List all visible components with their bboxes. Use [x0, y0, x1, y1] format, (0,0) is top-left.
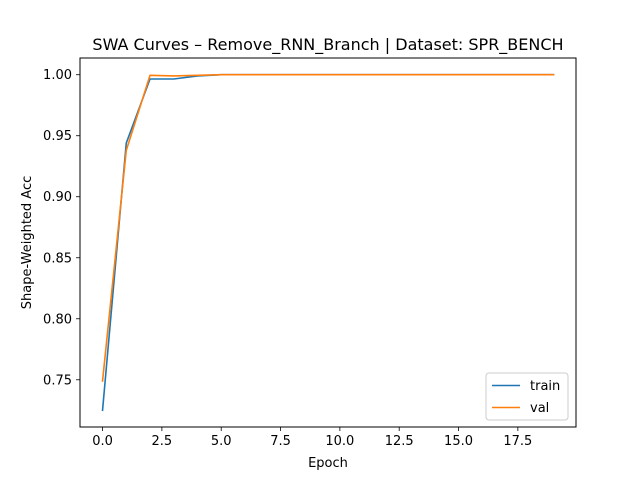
x-tick-label: 17.5: [503, 434, 532, 449]
y-tick-label: 0.75: [43, 373, 72, 388]
x-axis: 0.0 2.5 5.0 7.5 10.0 12.5 15.0 17.5: [92, 427, 532, 449]
y-axis: 0.75 0.80 0.85 0.90 0.95 1.00: [43, 68, 80, 388]
x-tick-label: 2.5: [152, 434, 173, 449]
y-tick-label: 0.85: [43, 251, 72, 266]
legend-label-train: train: [530, 379, 560, 394]
y-tick-label: 1.00: [43, 68, 72, 83]
plot-frame: [79, 57, 577, 428]
legend: train val: [485, 372, 569, 421]
x-tick-label: 10.0: [325, 434, 354, 449]
x-tick-label: 12.5: [385, 434, 414, 449]
series-line-val: [101, 73, 555, 382]
y-axis-label: Shape-Weighted Acc: [20, 176, 35, 310]
y-tick-label: 0.90: [43, 190, 72, 205]
y-tick-label: 0.95: [43, 129, 72, 144]
x-tick-label: 7.5: [270, 434, 291, 449]
x-tick-label: 0.0: [92, 434, 113, 449]
x-axis-label: Epoch: [308, 456, 348, 471]
legend-label-val: val: [530, 401, 549, 416]
x-tick-label: 15.0: [444, 434, 473, 449]
x-tick-label: 5.0: [211, 434, 232, 449]
plot-lines: [101, 73, 555, 412]
chart-title: SWA Curves – Remove_RNN_Branch | Dataset…: [92, 35, 563, 55]
y-tick-label: 0.80: [43, 312, 72, 327]
